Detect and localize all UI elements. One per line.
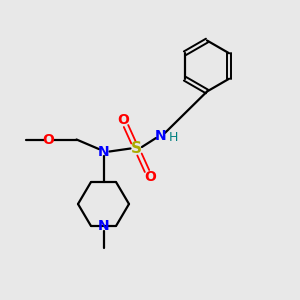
Text: N: N [98,145,109,158]
Text: H: H [168,131,178,144]
Text: O: O [144,170,156,184]
Text: S: S [131,141,142,156]
Text: N: N [98,219,109,232]
Text: O: O [42,133,54,146]
Text: N: N [155,130,166,143]
Text: O: O [117,113,129,127]
